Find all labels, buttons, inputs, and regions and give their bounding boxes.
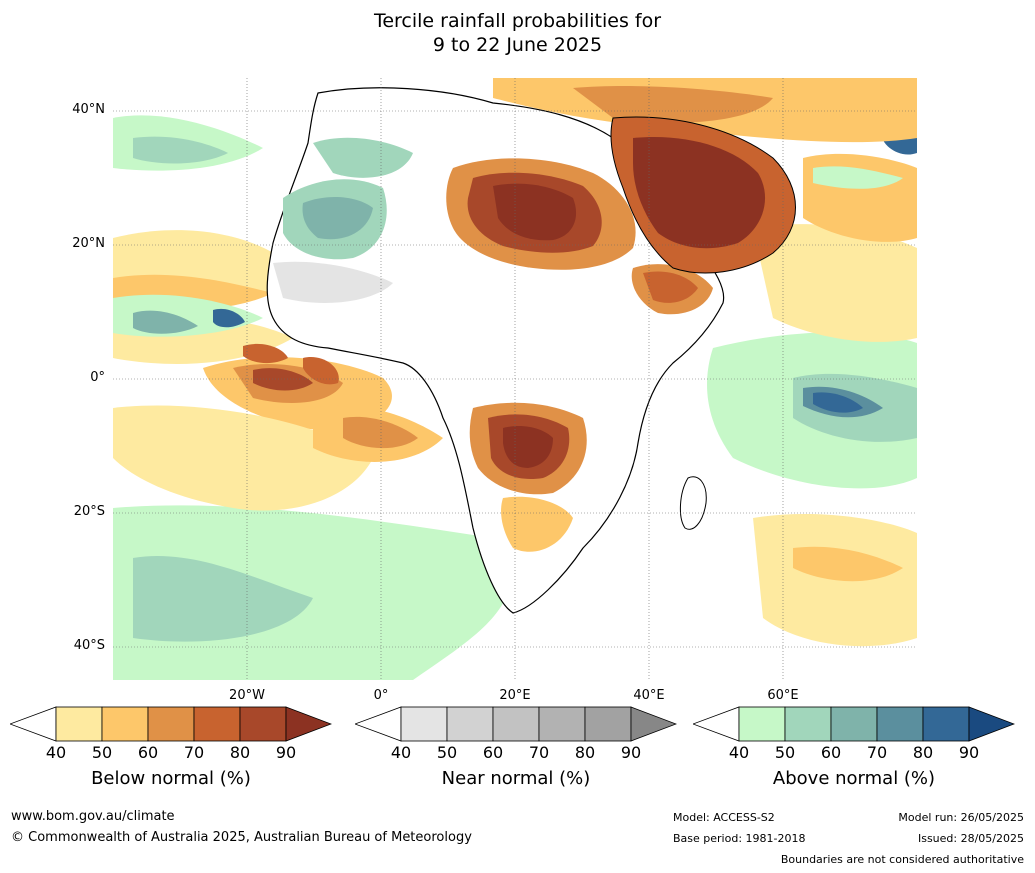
colorbar-above-normal-tick: 60	[820, 743, 842, 762]
colorbar-above-normal	[693, 706, 1015, 742]
colorbar-near-normal-tick: 90	[620, 743, 642, 762]
colorbar-above-normal-bin	[738, 706, 786, 742]
colorbar-below-normal-lower-arrow	[10, 706, 57, 742]
colorbar-below-normal-title: Below normal (%)	[91, 768, 251, 789]
colorbar-near-normal	[355, 706, 677, 742]
map-title-line-2: 9 to 22 June 2025	[432, 34, 603, 56]
website-link[interactable]: www.bom.gov.au/climate	[11, 809, 175, 824]
forecast-map	[113, 78, 917, 680]
copyright-text: © Commonwealth of Australia 2025, Austra…	[11, 830, 472, 845]
colorbar-below-normal-bin	[147, 706, 195, 742]
colorbar-below-normal-tick: 70	[183, 743, 205, 762]
colorbar-below-normal-tick: 50	[91, 743, 113, 762]
issued-date: Issued: 28/05/2025	[917, 832, 1024, 845]
model-run-date: Model run: 26/05/2025	[898, 811, 1024, 824]
colorbar-above-normal-tick: 40	[728, 743, 750, 762]
model-name: Model: ACCESS-S2	[673, 811, 775, 824]
colorbar-above-normal-bin	[876, 706, 924, 742]
lon-label-20e: 20°E	[499, 688, 531, 703]
base-period: Base period: 1981-2018	[673, 832, 806, 845]
colorbar-near-normal-title: Near normal (%)	[441, 768, 591, 789]
colorbar-above-normal-tick: 80	[912, 743, 934, 762]
colorbar-near-normal-upper-arrow	[630, 706, 677, 742]
colorbar-below-normal-tick: 80	[229, 743, 251, 762]
arabia-land	[610, 116, 796, 274]
colorbar-below-normal-bin	[239, 706, 287, 742]
lon-label-20w: 20°W	[229, 688, 265, 703]
colorbar-near-normal-bin	[584, 706, 632, 742]
colorbar-below-normal-upper-arrow	[285, 706, 332, 742]
probability-shading	[113, 78, 917, 680]
colorbar-below-normal-tick: 90	[275, 743, 297, 762]
colorbar-near-normal-tick: 50	[436, 743, 458, 762]
colorbar-above-normal-tick: 50	[774, 743, 796, 762]
lat-label-20n: 20°N	[72, 236, 105, 251]
map-title-line-1: Tercile rainfall probabilities for	[373, 10, 662, 32]
colorbar-above-normal-lower-arrow	[693, 706, 740, 742]
lon-label-40e: 40°E	[633, 688, 665, 703]
colorbar-below-normal-bin	[55, 706, 103, 742]
colorbar-near-normal-bin	[492, 706, 540, 742]
lat-label-40n: 40°N	[72, 102, 105, 117]
lat-label-0: 0°	[90, 370, 105, 385]
colorbar-near-normal-tick: 40	[390, 743, 412, 762]
colorbar-below-normal-tick: 60	[137, 743, 159, 762]
colorbar-above-normal-title: Above normal (%)	[772, 768, 936, 789]
colorbar-near-normal-lower-arrow	[355, 706, 402, 742]
colorbar-near-normal-bin	[538, 706, 586, 742]
africa-land	[266, 87, 725, 614]
colorbar-near-normal-tick: 70	[528, 743, 550, 762]
lat-label-40s: 40°S	[73, 638, 105, 653]
lon-label-60e: 60°E	[767, 688, 799, 703]
lon-label-0: 0°	[373, 688, 389, 703]
colorbar-below-normal-bin	[101, 706, 149, 742]
madagascar-land	[680, 476, 707, 530]
map-canvas	[113, 78, 917, 680]
lat-label-20s: 20°S	[73, 504, 105, 519]
colorbar-above-normal-bin	[922, 706, 970, 742]
colorbar-near-normal-tick: 60	[482, 743, 504, 762]
colorbar-below-normal	[10, 706, 332, 742]
colorbar-near-normal-tick: 80	[574, 743, 596, 762]
colorbar-below-normal-tick: 40	[45, 743, 67, 762]
colorbar-above-normal-tick: 90	[958, 743, 980, 762]
colorbar-above-normal-bin	[830, 706, 878, 742]
graticule	[113, 78, 917, 680]
colorbar-near-normal-bin	[446, 706, 494, 742]
colorbar-above-normal-bin	[784, 706, 832, 742]
colorbar-above-normal-tick: 70	[866, 743, 888, 762]
colorbar-near-normal-bin	[400, 706, 448, 742]
colorbar-below-normal-bin	[193, 706, 241, 742]
colorbar-above-normal-upper-arrow	[968, 706, 1015, 742]
boundaries-disclaimer: Boundaries are not considered authoritat…	[780, 853, 1024, 866]
